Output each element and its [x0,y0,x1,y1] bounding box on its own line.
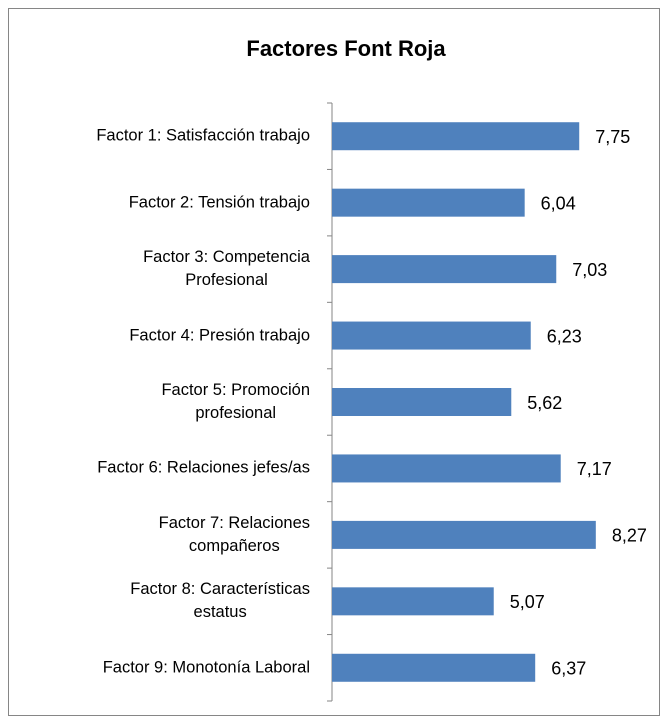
category-label: Factor 5: Promoción profesional [161,381,310,422]
value-label: 7,75 [595,127,630,147]
bar [332,255,557,284]
value-label: 8,27 [612,526,647,546]
value-label: 5,07 [510,592,545,612]
chart-frame [8,8,660,716]
bar [332,653,536,682]
bar [332,587,494,616]
category-label: Factor 1: Satisfacción trabajo [96,126,310,145]
category-label: Factor 3: Competencia Profesional [143,248,310,290]
bar [332,122,580,151]
bar [332,321,531,350]
category-label: Factor 2: Tensión trabajo [128,193,310,212]
category-label: Factor 9: Monotonía Laboral [102,658,310,677]
value-label: 7,17 [577,459,612,479]
value-label: 5,62 [527,393,562,413]
chart-title: Factores Font Roja [246,36,446,61]
value-label: 6,37 [551,659,586,679]
bar [332,520,596,549]
bar [332,454,561,483]
category-label: Factor 6: Relaciones jefes/as [97,458,310,477]
value-label: 6,04 [541,193,576,213]
bar [332,188,525,217]
value-label: 7,03 [572,260,607,280]
category-label: Factor 4: Presión trabajo [129,326,310,345]
bar [332,388,512,416]
value-label: 6,23 [547,326,582,346]
category-label: Factor 8: Características estatus [130,580,310,622]
category-label: Factor 7: Relaciones compañeros [158,513,310,555]
